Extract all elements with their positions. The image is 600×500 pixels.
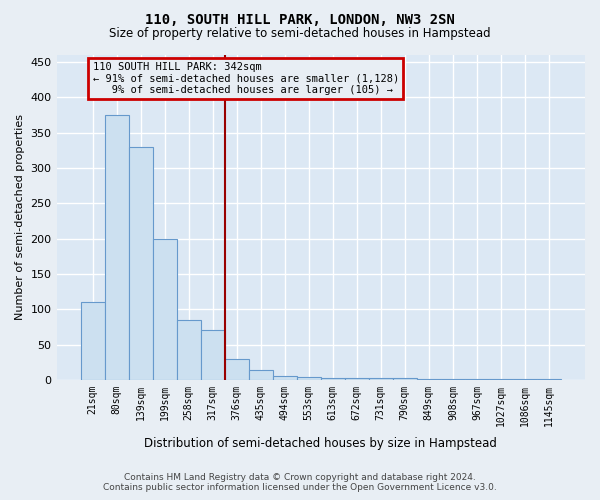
Text: 110 SOUTH HILL PARK: 342sqm
← 91% of semi-detached houses are smaller (1,128)
  : 110 SOUTH HILL PARK: 342sqm ← 91% of sem…: [92, 62, 399, 96]
Bar: [369, 378, 393, 380]
Bar: [513, 379, 537, 380]
Bar: [393, 378, 417, 380]
Bar: [128, 147, 152, 380]
Bar: [417, 379, 441, 380]
Bar: [465, 379, 489, 380]
Bar: [489, 379, 513, 380]
Text: Size of property relative to semi-detached houses in Hampstead: Size of property relative to semi-detach…: [109, 28, 491, 40]
Bar: [345, 378, 369, 380]
Bar: [200, 330, 224, 380]
Y-axis label: Number of semi-detached properties: Number of semi-detached properties: [15, 114, 25, 320]
Bar: [297, 377, 321, 380]
Bar: [176, 320, 200, 380]
Bar: [224, 358, 249, 380]
Bar: [249, 370, 273, 380]
Bar: [80, 302, 104, 380]
Bar: [273, 376, 297, 380]
Text: Contains HM Land Registry data © Crown copyright and database right 2024.
Contai: Contains HM Land Registry data © Crown c…: [103, 473, 497, 492]
Bar: [441, 379, 465, 380]
Bar: [321, 378, 345, 380]
X-axis label: Distribution of semi-detached houses by size in Hampstead: Distribution of semi-detached houses by …: [145, 437, 497, 450]
Bar: [537, 379, 561, 380]
Bar: [152, 238, 176, 380]
Text: 110, SOUTH HILL PARK, LONDON, NW3 2SN: 110, SOUTH HILL PARK, LONDON, NW3 2SN: [145, 12, 455, 26]
Bar: [104, 115, 128, 380]
